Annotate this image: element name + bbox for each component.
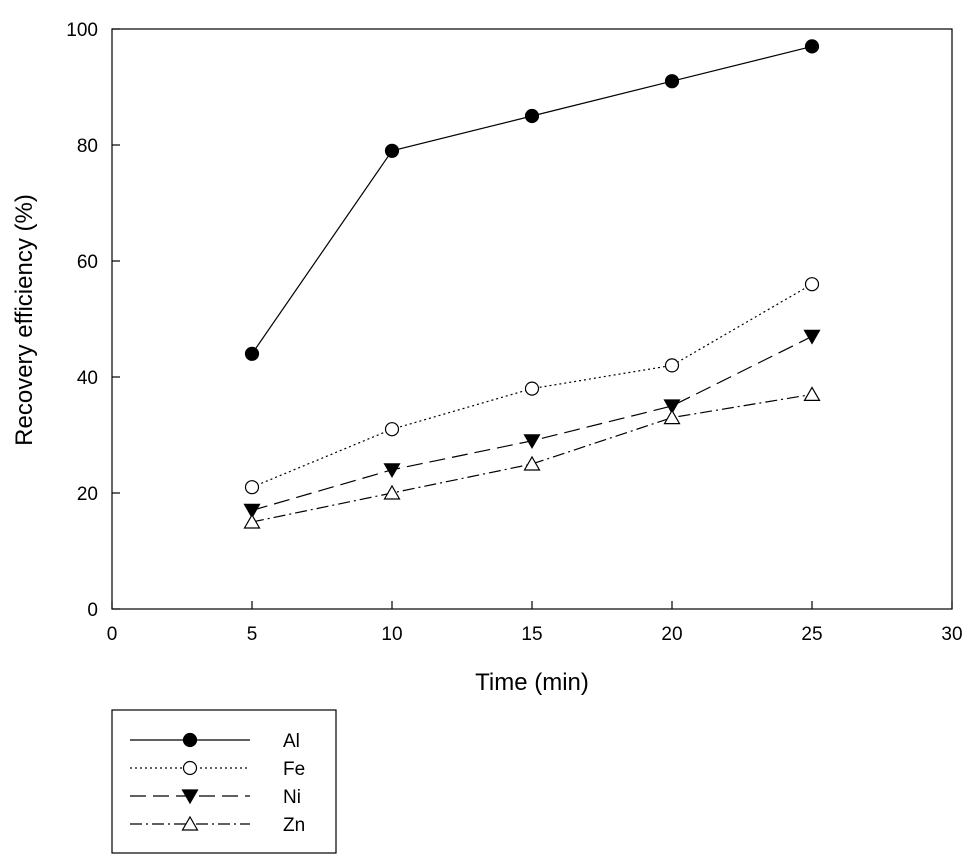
legend-item-ni: Ni [130, 787, 301, 808]
y-tick-label: 100 [66, 20, 98, 41]
data-point-ni [243, 503, 261, 519]
y-tick-label: 40 [77, 368, 98, 389]
series-fe [244, 277, 820, 495]
x-tick-label: 30 [941, 624, 962, 645]
x-axis-title: Time (min) [475, 669, 589, 696]
series-ni [243, 329, 821, 519]
data-point-fe [244, 480, 260, 495]
series-line-zn [251, 393, 813, 523]
data-point-fe [664, 358, 680, 373]
legend-item-fe: Fe [130, 759, 305, 780]
data-point-ni [523, 434, 541, 450]
legend-label-ni: Ni [283, 787, 301, 808]
series-al [244, 39, 820, 361]
x-tick-label: 25 [801, 624, 822, 645]
legend: Al Fe Ni Zn [111, 709, 337, 854]
series-zn [243, 386, 821, 529]
data-point-zn [243, 513, 261, 529]
legend-marker-al [182, 732, 198, 748]
y-axis-title: Recovery efficiency (%) [11, 194, 38, 446]
legend-item-zn: Zn [130, 815, 305, 836]
legend-items: Al Fe Ni Zn [130, 731, 305, 836]
series-line-fe [251, 283, 813, 488]
data-point-al [664, 74, 680, 89]
y-tick-label: 20 [77, 484, 98, 505]
data-point-fe [524, 381, 540, 396]
x-tick-label: 15 [521, 624, 542, 645]
y-tick-label: 60 [77, 252, 98, 273]
x-axis-ticks: 0 5 10 15 20 25 30 [107, 601, 963, 645]
legend-label-fe: Fe [283, 759, 305, 780]
x-tick-label: 0 [107, 624, 118, 645]
data-point-ni [383, 463, 401, 479]
data-point-zn [383, 484, 401, 500]
legend-marker-zn [181, 815, 199, 831]
data-point-fe [384, 422, 400, 437]
y-tick-label: 0 [87, 600, 98, 621]
series-line-al [251, 45, 813, 355]
data-point-ni [663, 399, 681, 415]
data-point-zn [663, 409, 681, 425]
legend-marker-fe [182, 760, 198, 776]
data-point-ni [803, 329, 821, 345]
data-point-zn [803, 386, 821, 401]
x-tick-label: 5 [247, 624, 258, 645]
y-axis-ticks: 0 20 40 60 80 100 [66, 20, 120, 621]
legend-marker-ni [181, 789, 199, 805]
series-line-ni [251, 335, 813, 511]
y-tick-label: 80 [77, 136, 98, 157]
data-point-zn [523, 455, 541, 471]
data-point-al [524, 108, 540, 124]
legend-item-al: Al [130, 731, 300, 752]
legend-label-zn: Zn [283, 815, 305, 836]
data-point-al [384, 143, 400, 158]
data-point-al [244, 346, 260, 361]
data-point-al [804, 39, 820, 54]
series-layer [243, 39, 821, 529]
x-tick-label: 20 [661, 624, 682, 645]
x-tick-label: 10 [381, 624, 402, 645]
legend-label-al: Al [283, 731, 300, 752]
data-point-fe [804, 277, 820, 292]
legend-box [111, 709, 337, 854]
